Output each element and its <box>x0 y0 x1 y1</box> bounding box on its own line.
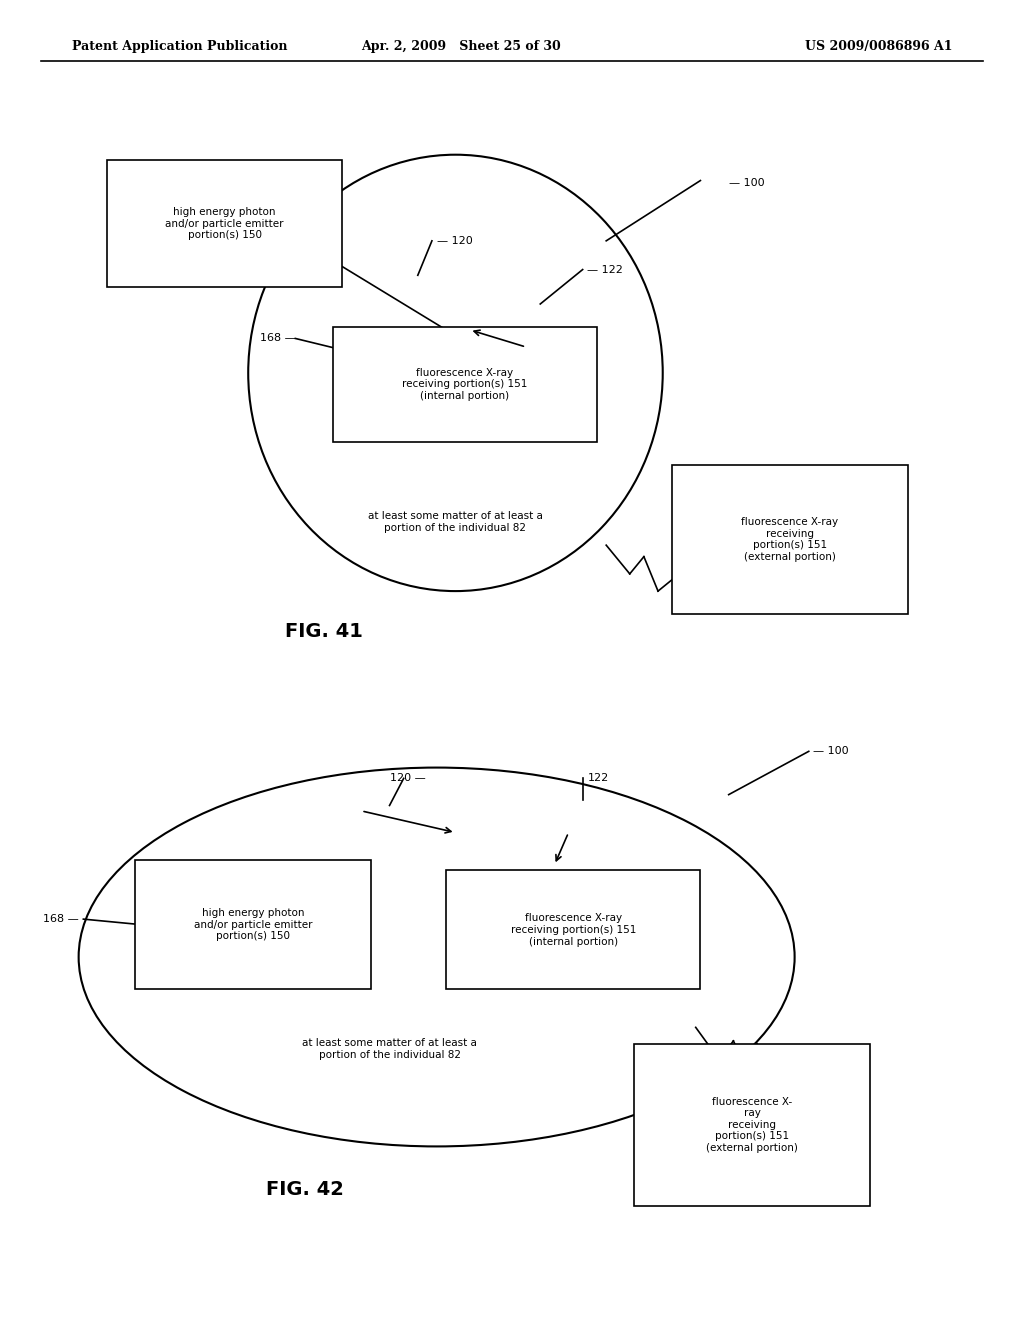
FancyBboxPatch shape <box>635 1044 870 1206</box>
Text: — 120: — 120 <box>436 236 472 246</box>
FancyBboxPatch shape <box>446 870 700 990</box>
Text: fluorescence X-ray
receiving portion(s) 151
(internal portion): fluorescence X-ray receiving portion(s) … <box>511 913 636 946</box>
Text: at least some matter of at least a
portion of the individual 82: at least some matter of at least a porti… <box>302 1039 477 1060</box>
Text: — 122: — 122 <box>588 264 624 275</box>
Text: Patent Application Publication: Patent Application Publication <box>72 40 287 53</box>
FancyBboxPatch shape <box>672 465 907 614</box>
Text: FIG. 41: FIG. 41 <box>285 622 362 640</box>
FancyBboxPatch shape <box>333 327 597 442</box>
Text: US 2009/0086896 A1: US 2009/0086896 A1 <box>805 40 952 53</box>
Text: fluorescence X-ray
receiving portion(s) 151
(internal portion): fluorescence X-ray receiving portion(s) … <box>402 368 527 401</box>
Text: fluorescence X-ray
receiving
portion(s) 151
(external portion): fluorescence X-ray receiving portion(s) … <box>741 517 839 562</box>
Text: at least some matter of at least a
portion of the individual 82: at least some matter of at least a porti… <box>368 511 543 533</box>
Text: — 100: — 100 <box>813 746 849 756</box>
Text: — 100: — 100 <box>729 178 764 189</box>
Text: 168 —: 168 — <box>259 334 295 343</box>
Text: 168 —: 168 — <box>43 915 79 924</box>
FancyBboxPatch shape <box>106 161 342 286</box>
Text: 122: 122 <box>588 774 608 783</box>
Text: Apr. 2, 2009   Sheet 25 of 30: Apr. 2, 2009 Sheet 25 of 30 <box>360 40 561 53</box>
Text: FIG. 42: FIG. 42 <box>266 1180 344 1199</box>
Text: high energy photon
and/or particle emitter
portion(s) 150: high energy photon and/or particle emitt… <box>166 207 284 240</box>
FancyBboxPatch shape <box>135 859 371 990</box>
Text: 120 —: 120 — <box>389 774 425 783</box>
Text: high energy photon
and/or particle emitter
portion(s) 150: high energy photon and/or particle emitt… <box>194 908 312 941</box>
Text: fluorescence X-
ray
receiving
portion(s) 151
(external portion): fluorescence X- ray receiving portion(s)… <box>707 1097 798 1152</box>
